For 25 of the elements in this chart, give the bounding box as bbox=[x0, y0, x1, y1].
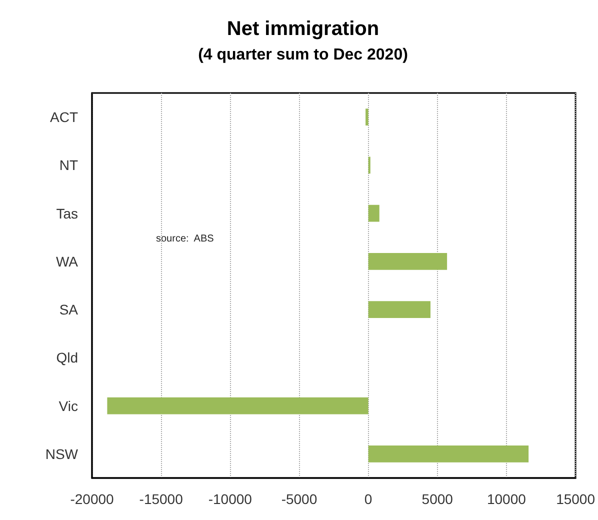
bar bbox=[107, 397, 368, 414]
y-tick-label: Tas bbox=[56, 205, 78, 222]
bar bbox=[366, 108, 368, 126]
x-tick-label: 10000 bbox=[486, 491, 526, 507]
annotation: source: ABS bbox=[156, 234, 214, 244]
y-tick-label: WA bbox=[56, 253, 79, 270]
bar bbox=[368, 446, 529, 462]
x-tick-label: 15000 bbox=[556, 491, 596, 507]
x-tick-label: -20000 bbox=[70, 491, 114, 507]
x-tick-label: -5000 bbox=[281, 491, 318, 507]
y-tick-label: Vic bbox=[58, 398, 78, 414]
bar bbox=[368, 253, 448, 270]
y-tick-label: Qld bbox=[56, 350, 78, 366]
x-tick-label: 5000 bbox=[422, 491, 454, 507]
chart-subtitle: (4 quarter sum to Dec 2020) bbox=[198, 46, 408, 64]
x-tick-label: 0 bbox=[364, 491, 372, 507]
x-tick-label: -10000 bbox=[208, 491, 252, 507]
y-tick-label: NT bbox=[59, 157, 78, 174]
y-tick-label: ACT bbox=[50, 109, 78, 126]
y-tick-label: NSW bbox=[45, 446, 79, 462]
bar bbox=[368, 204, 380, 222]
x-tick-label: -15000 bbox=[139, 491, 184, 507]
bar bbox=[368, 301, 430, 318]
chart-title: Net immigration bbox=[226, 18, 380, 40]
y-tick-label: SA bbox=[59, 302, 79, 318]
